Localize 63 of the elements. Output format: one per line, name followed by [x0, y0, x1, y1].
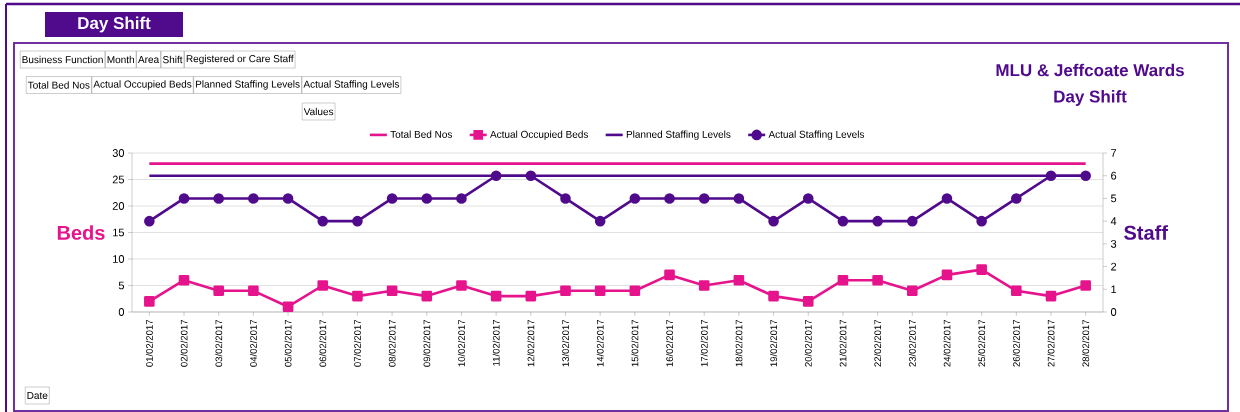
x-tick-label: 26/02/2017	[1012, 320, 1020, 367]
x-tick-label: 09/02/2017	[423, 320, 431, 367]
y-tick-label: 20	[112, 202, 125, 210]
x-tick-label: 10/02/2017	[457, 320, 465, 367]
legend-label: Actual Occupied Beds	[490, 130, 589, 140]
x-tick-label: 16/02/2017	[666, 320, 674, 367]
text: Values	[303, 107, 334, 116]
x-tick-label: 02/02/2017	[180, 320, 188, 367]
x-tick-label: 19/02/2017	[770, 320, 778, 367]
x-tick-label: 27/02/2017	[1047, 320, 1055, 367]
y2-tick-label: 5	[1110, 194, 1117, 203]
x-tick-label: 13/02/2017	[562, 320, 569, 367]
x-tick-label: 25/02/2017	[978, 320, 986, 367]
legend-label: Planned Staffing Levels	[626, 130, 731, 140]
y-tick-label: 10	[113, 255, 125, 263]
y-axis-title: Beds	[57, 225, 105, 240]
text: Planned Staffing Levels	[195, 80, 300, 90]
y-tick-label: 0	[118, 308, 125, 316]
text: Date	[27, 392, 48, 399]
x-tick-label: 20/02/2017	[804, 320, 812, 367]
x-tick-label: 06/02/2017	[319, 320, 327, 367]
y2-axis-title: Staff	[1124, 225, 1168, 240]
y2-tick-label: 7	[1111, 149, 1117, 157]
x-tick-label: 15/02/2017	[631, 320, 639, 367]
x-tick-label: 04/02/2017	[249, 320, 257, 367]
text: Shift	[162, 55, 183, 64]
x-tick-label: 18/02/2017	[735, 320, 743, 367]
y2-tick-label: 1	[1111, 285, 1117, 294]
y2-tick-label: 0	[1110, 308, 1117, 316]
x-tick-label: 11/02/2017	[492, 320, 500, 366]
y-tick-label: 30	[112, 149, 125, 157]
legend-label: Total Bed Nos	[390, 130, 453, 138]
chart-title: MLU & Jeffcoate Wards	[996, 63, 1184, 77]
x-tick-label: 08/02/2017	[388, 320, 396, 367]
x-tick-label: 23/02/2017	[908, 320, 916, 367]
y-tick-label: 15	[113, 228, 125, 237]
x-tick-label: 12/02/2017	[527, 320, 535, 367]
text: Business Function	[22, 55, 103, 64]
y2-tick-label: 3	[1110, 239, 1117, 248]
text: Total Bed Nos	[27, 81, 90, 89]
legend-label: Actual Staffing Levels	[768, 130, 865, 140]
y-tick-label: 5	[118, 281, 125, 290]
chart-subtitle: Day Shift	[1054, 90, 1127, 106]
x-tick-label: 01/02/2017	[145, 320, 153, 367]
x-tick-label: 07/02/2017	[353, 320, 361, 367]
x-tick-label: 05/02/2017	[284, 320, 292, 367]
text: Area	[138, 56, 160, 63]
text: Actual Staffing Levels	[303, 80, 400, 90]
x-tick-label: 22/02/2017	[874, 320, 882, 367]
y2-tick-label: 4	[1110, 217, 1117, 225]
text: Actual Occupied Beds	[93, 80, 192, 90]
y2-tick-label: 2	[1111, 262, 1117, 271]
x-tick-label: 21/02/2017	[839, 320, 847, 367]
y-tick-label: 25	[112, 175, 125, 184]
y2-tick-label: 6	[1111, 171, 1117, 180]
x-tick-label: 17/02/2017	[700, 320, 708, 367]
x-tick-label: 24/02/2017	[943, 320, 951, 367]
x-tick-label: 03/02/2017	[215, 320, 223, 367]
x-tick-label: 14/02/2017	[596, 320, 604, 367]
x-tick-label: 28/02/2017	[1082, 320, 1090, 367]
text: Day Shift	[78, 16, 151, 33]
text: Registered or Care Staff	[186, 54, 294, 65]
text: Month	[107, 55, 134, 64]
